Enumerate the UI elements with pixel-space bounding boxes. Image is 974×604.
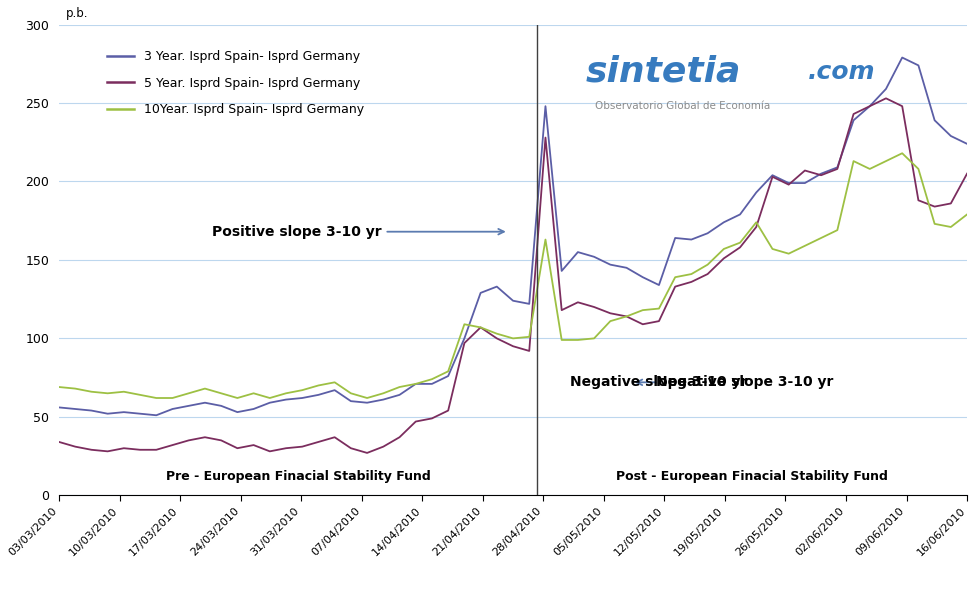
Legend: 3 Year. Isprd Spain- Isprd Germany, 5 Year. Isprd Spain- Isprd Germany, 10Year. : 3 Year. Isprd Spain- Isprd Germany, 5 Ye…	[101, 45, 369, 121]
Text: Observatorio Global de Economía: Observatorio Global de Economía	[595, 100, 770, 111]
Text: Post - European Finacial Stability Fund: Post - European Finacial Stability Fund	[617, 470, 888, 483]
Text: Pre - European Finacial Stability Fund: Pre - European Finacial Stability Fund	[166, 470, 431, 483]
Text: sintetia: sintetia	[585, 55, 741, 89]
Text: Negative slope 3-10 yr: Negative slope 3-10 yr	[656, 375, 834, 390]
Text: .com: .com	[808, 60, 876, 84]
Text: Negative slope 3-10 yr: Negative slope 3-10 yr	[570, 375, 747, 390]
Text: p.b.: p.b.	[66, 7, 89, 20]
Text: Positive slope 3-10 yr: Positive slope 3-10 yr	[212, 225, 504, 239]
